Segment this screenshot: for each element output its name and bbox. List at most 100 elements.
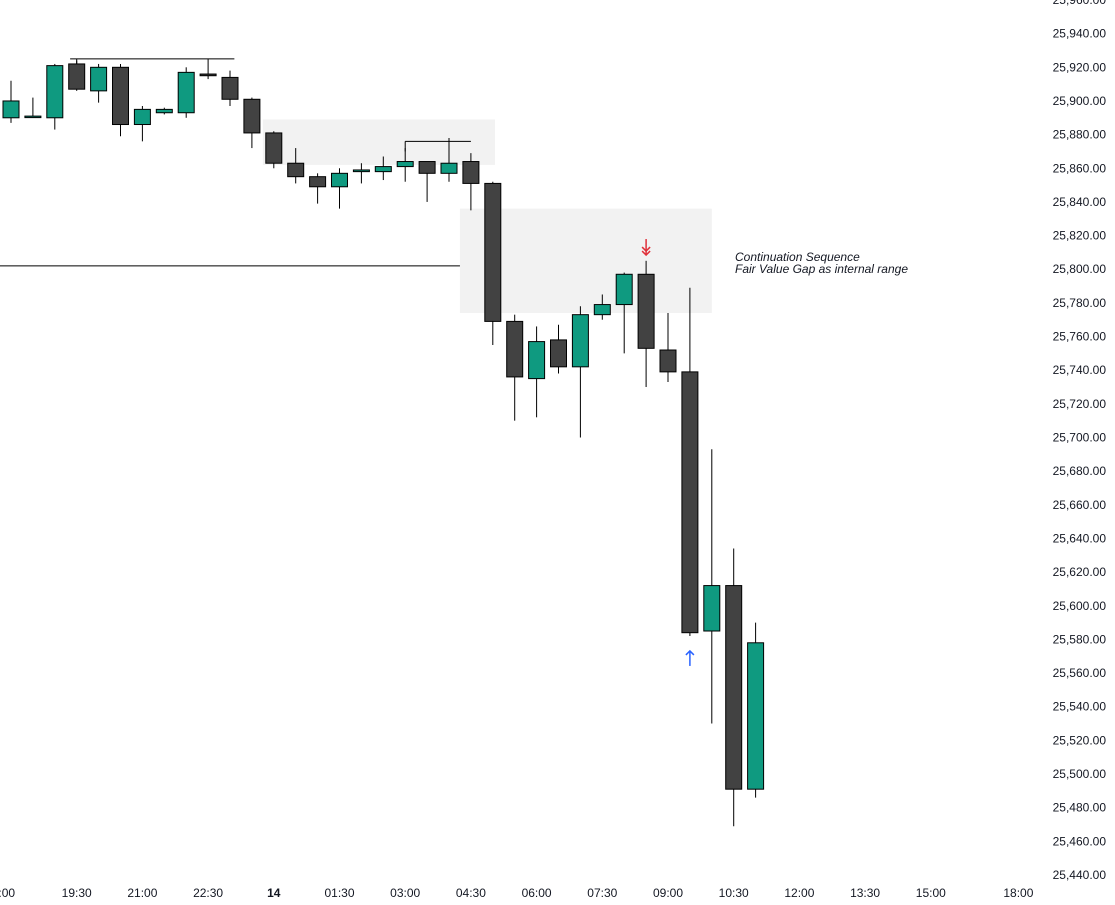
time-tick-label: 07:30 [587,886,617,900]
candle-body-up [593,304,611,316]
candles [2,58,765,827]
candle [418,161,436,202]
annotation-line-1: Continuation Sequence [735,250,860,264]
candle [703,449,721,724]
price-tick-label: 25,640.00 [1053,531,1107,545]
candle-body-down [287,162,305,178]
candle [637,260,655,388]
candle-body-up [440,162,458,174]
candle-body-up [615,273,633,306]
price-tick-label: 25,760.00 [1053,330,1107,344]
candle-body-up [133,108,151,126]
time-tick-label: 18:00 [0,886,15,900]
candle [331,168,348,209]
candle-body-down [418,161,436,174]
price-tick-label: 25,720.00 [1053,397,1107,411]
price-tick-label: 25,680.00 [1053,464,1107,478]
candle [352,163,370,184]
time-tick-label: 22:30 [193,886,223,900]
time-tick-label: 09:00 [653,886,683,900]
price-tick-label: 25,440.00 [1053,868,1107,882]
candle [571,306,589,438]
time-tick-label: 19:30 [62,886,92,900]
candle-body-up [571,314,589,368]
time-axis[interactable]: 18:00 19:30 21:00 22:30 14 01:30 03:00 04:30 06:… [0,886,1034,900]
level-lines [0,58,471,267]
candle [593,294,611,320]
candle [484,181,502,345]
sell-arrow-icon [641,239,651,257]
buy-arrow-icon [685,649,695,666]
candle-body-up [155,108,173,114]
candle [287,148,305,184]
candle-body-down [506,320,524,378]
time-tick-label: 12:00 [784,886,814,900]
price-axis[interactable]: 25,440.00 25,460.00 25,480.00 25,500.00 25,5… [1053,0,1107,882]
candle [199,58,217,80]
price-tick-label: 25,780.00 [1053,296,1107,310]
candle [46,63,64,130]
price-tick-label: 25,960.00 [1053,0,1107,7]
candle-body-up [747,642,765,790]
time-tick-label: 18:00 [1003,886,1033,900]
candle [243,97,261,149]
candle-body-down [681,371,699,634]
price-tick-label: 25,580.00 [1053,632,1107,646]
candle [440,137,458,182]
candle-body-down [221,76,239,100]
price-tick-label: 25,480.00 [1053,801,1107,815]
candle [2,80,20,123]
annotation: Continuation Sequence Fair Value Gap as … [735,250,908,276]
time-tick-label: 03:00 [390,886,420,900]
candle [396,148,414,182]
fvg-zone [459,208,712,313]
candle-body-up [703,585,721,632]
candle-body-down [309,176,327,188]
price-tick-label: 25,700.00 [1053,431,1107,445]
price-tick-label: 25,840.00 [1053,195,1107,209]
candle-body-down [112,66,129,126]
price-tick-label: 25,860.00 [1053,161,1107,175]
candle [155,107,173,115]
annotation-line-2: Fair Value Gap as internal range [735,262,908,276]
time-tick-label: 14 [267,886,281,900]
price-tick-label: 25,920.00 [1053,60,1107,74]
time-tick-label: 04:30 [456,886,486,900]
candle-body-down [550,339,567,368]
candle [133,106,151,142]
candle-body-up [177,71,195,114]
candle-body-up [352,169,370,173]
time-tick-label: 15:00 [916,886,946,900]
price-tick-label: 25,600.00 [1053,599,1107,613]
signal-markers [641,239,695,666]
candle-body-down [484,182,502,322]
candle-body-down [637,273,655,349]
candle-body-down [68,63,86,90]
candle [462,153,480,211]
candle [725,548,743,827]
price-tick-label: 25,900.00 [1053,94,1107,108]
candle [265,131,283,169]
price-tick-label: 25,540.00 [1053,700,1107,714]
candle [112,63,129,137]
candle-body-down [243,98,261,134]
price-tick-label: 25,500.00 [1053,767,1107,781]
candle [506,314,524,421]
time-tick-label: 01:30 [324,886,354,900]
candle-body-up [528,341,546,380]
price-tick-label: 25,800.00 [1053,262,1107,276]
candle [747,622,765,798]
candle-body-up [90,66,108,92]
candle-body-down [725,585,743,790]
candle [528,326,546,418]
time-tick-label: 13:30 [850,886,880,900]
time-tick-label: 21:00 [127,886,157,900]
candle [374,156,392,181]
price-tick-label: 25,740.00 [1053,363,1107,377]
candle [90,63,108,103]
candle-body-down [462,161,480,184]
candle-body-up [396,161,414,168]
candle-body-down [199,73,217,77]
time-tick-label: 10:30 [719,886,749,900]
